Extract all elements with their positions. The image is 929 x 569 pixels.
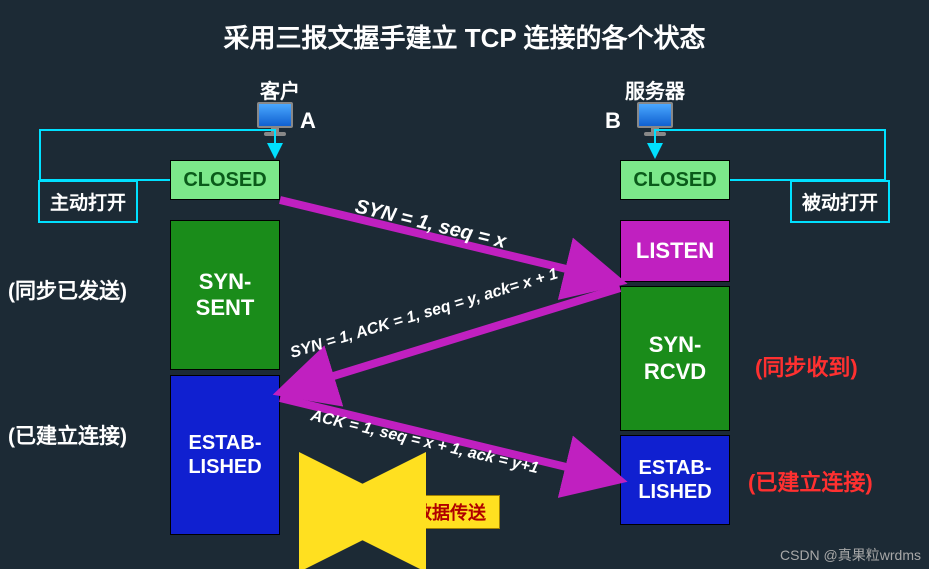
diagram-title: 采用三报文握手建立 TCP 连接的各个状态 [0, 18, 929, 55]
arrow-msg2 [288, 288, 620, 390]
label-msg1: SYN = 1, seq = x [353, 195, 509, 253]
data-transfer-box: 数据传送 [400, 495, 500, 529]
active-open-label: 主动打开 [38, 180, 138, 223]
client-letter: A [300, 108, 316, 134]
state-server-listen: LISTEN [620, 220, 730, 282]
client-monitor-icon [255, 102, 295, 142]
state-server-estab: ESTAB- LISHED [620, 435, 730, 525]
passive-open-label: 被动打开 [790, 180, 890, 223]
label-msg3: ACK = 1, seq = x + 1, ack = y+1 [308, 407, 540, 477]
server-monitor-icon [635, 102, 675, 142]
state-client-closed: CLOSED [170, 160, 280, 200]
note-estab-left: (已建立连接) [8, 420, 127, 450]
state-client-estab: ESTAB- LISHED [170, 375, 280, 535]
note-syn-rcvd: (同步收到) [755, 350, 858, 382]
server-header: 服务器 [625, 75, 685, 104]
arrow-msg3 [280, 398, 612, 478]
watermark: CSDN @真果粒wrdms [780, 545, 921, 565]
state-server-closed: CLOSED [620, 160, 730, 200]
note-estab-right: (已建立连接) [748, 465, 873, 497]
note-syn-sent: (同步已发送) [8, 275, 127, 305]
client-header: 客户 [260, 75, 300, 104]
server-letter: B [605, 108, 621, 134]
state-server-synrcvd: SYN- RCVD [620, 286, 730, 431]
arrow-msg1 [280, 200, 612, 280]
state-client-synsent: SYN- SENT [170, 220, 280, 370]
label-msg2: SYN = 1, ACK = 1, seq = y, ack= x + 1 [288, 265, 560, 361]
